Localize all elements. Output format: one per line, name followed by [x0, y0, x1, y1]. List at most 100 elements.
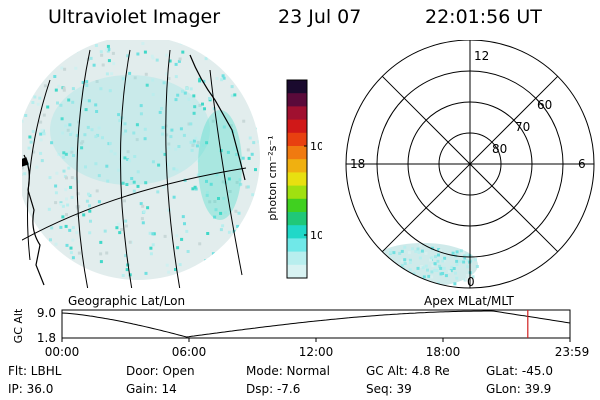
emission-speckle — [149, 246, 153, 250]
emission-speckle — [75, 205, 79, 209]
emission-speckle — [58, 260, 62, 264]
emission-speckle — [69, 246, 73, 250]
emission-speckle — [198, 79, 202, 83]
emission-speckle — [193, 185, 197, 189]
polar-emission-speckle — [377, 263, 381, 267]
emission-speckle — [151, 78, 155, 82]
emission-speckle — [60, 117, 64, 121]
emission-speckle — [160, 150, 164, 154]
emission-speckle — [256, 225, 260, 229]
emission-speckle — [24, 114, 28, 117]
emission-speckle — [83, 133, 87, 137]
emission-speckle — [126, 158, 130, 161]
emission-speckle — [169, 135, 173, 139]
polar-emission-speckle — [397, 266, 400, 270]
emission-speckle — [96, 133, 100, 137]
emission-speckle — [128, 273, 132, 277]
emission-speckle — [201, 102, 204, 106]
emission-speckle — [222, 125, 226, 129]
emission-speckle — [39, 132, 43, 136]
emission-speckle — [241, 226, 244, 230]
polar-emission-speckle — [400, 264, 404, 268]
emission-speckle — [16, 157, 19, 160]
emission-speckle — [22, 119, 24, 123]
emission-speckle — [245, 274, 249, 278]
emission-speckle — [34, 59, 38, 63]
polar-emission-speckle — [402, 276, 406, 280]
emission-speckle — [99, 87, 103, 91]
emission-speckle — [76, 192, 80, 196]
emission-speckle — [223, 57, 227, 61]
emission-speckle — [121, 181, 125, 185]
emission-speckle — [27, 146, 31, 150]
polar-emission-speckle — [379, 260, 383, 264]
emission-speckle — [68, 228, 72, 232]
emission-speckle — [106, 179, 110, 183]
polar-emission-speckle — [444, 274, 448, 278]
polar-emission-speckle — [381, 257, 385, 261]
emission-speckle — [39, 120, 43, 124]
emission-speckle — [93, 279, 97, 280]
emission-speckle — [123, 156, 127, 160]
emission-speckle — [81, 81, 85, 84]
emission-speckle — [118, 231, 122, 235]
emission-speckle — [243, 87, 247, 90]
glat-readout: GLat: -45.0 — [486, 364, 553, 378]
emission-speckle — [31, 275, 35, 279]
emission-speckle — [108, 89, 112, 93]
emission-speckle — [97, 126, 101, 130]
emission-speckle — [151, 160, 155, 164]
emission-speckle — [22, 66, 25, 70]
emission-speckle — [206, 232, 210, 235]
emission-speckle — [167, 77, 171, 80]
emission-speckle — [62, 88, 66, 92]
emission-speckle — [77, 140, 81, 144]
emission-speckle — [83, 98, 87, 102]
emission-speckle — [139, 202, 143, 206]
polar-emission-speckle — [374, 272, 378, 276]
emission-speckle — [227, 64, 231, 68]
emission-speckle — [70, 195, 74, 199]
polar-emission-speckle — [462, 260, 466, 264]
emission-speckle — [211, 252, 215, 256]
polar-emission-speckle — [411, 247, 414, 251]
emission-speckle — [71, 256, 75, 260]
polar-emission-speckle — [471, 275, 475, 279]
emission-speckle — [128, 71, 132, 75]
emission-speckle — [242, 63, 246, 67]
polar-emission-speckle — [429, 284, 433, 288]
emission-speckle — [71, 238, 75, 242]
mlt-label-6: 6 — [578, 157, 586, 171]
emission-speckle — [206, 190, 209, 194]
emission-speckle — [32, 288, 35, 290]
emission-speckle — [61, 215, 65, 219]
emission-speckle — [165, 283, 168, 286]
emission-speckle — [196, 159, 200, 163]
emission-speckle — [62, 169, 66, 173]
polar-emission-speckle — [433, 268, 437, 272]
mlt-line-diagonal — [381, 75, 559, 253]
emission-speckle — [157, 163, 161, 167]
polar-emission-speckle — [435, 269, 439, 272]
colorbar-band — [287, 119, 307, 134]
emission-speckle — [88, 231, 92, 235]
emission-speckle — [17, 223, 20, 226]
emission-speckle — [84, 108, 88, 112]
polar-emission-speckle — [384, 263, 388, 267]
mlt-label-18: 18 — [350, 157, 365, 171]
emission-speckle — [214, 46, 218, 50]
emission-speckle — [146, 206, 150, 210]
emission-speckle — [84, 82, 88, 86]
emission-speckle — [107, 59, 111, 63]
emission-speckle — [77, 120, 81, 124]
polar-emission-speckle — [418, 256, 422, 260]
meridian-line — [165, 49, 181, 288]
emission-speckle — [222, 196, 226, 200]
polar-emission-speckle — [455, 276, 459, 280]
emission-speckle — [193, 105, 197, 109]
colorbar-band — [287, 93, 307, 107]
polar-emission-speckle — [376, 255, 380, 259]
emission-speckle — [174, 62, 178, 66]
emission-speckle — [211, 283, 214, 286]
polar-emission-speckle — [465, 253, 469, 257]
